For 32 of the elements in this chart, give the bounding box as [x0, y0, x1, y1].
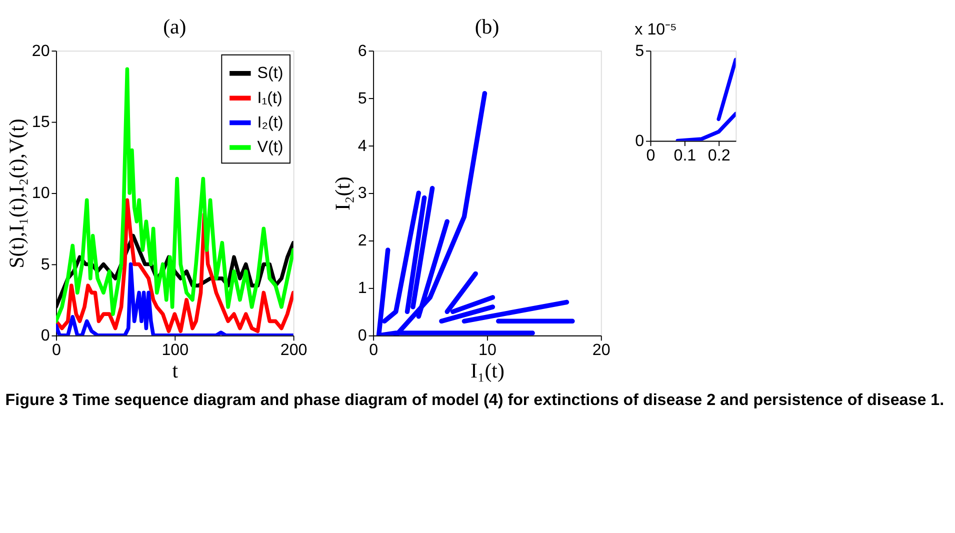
y-tick-label: 3	[358, 184, 367, 202]
y-tick-label: 0	[358, 326, 367, 345]
x-tick-label: 0.2	[708, 146, 730, 164]
x-tick-label: 100	[162, 340, 189, 359]
x-axis-title: t	[172, 358, 178, 383]
chart-title: (a)	[163, 14, 186, 39]
y-tick-label: 1	[358, 279, 367, 298]
y-tick-label: 20	[32, 42, 50, 60]
x-tick-label: 10	[478, 340, 496, 359]
chart-title: (b)	[474, 14, 500, 39]
legend-label: S(t)	[257, 64, 284, 82]
caption: Figure 3 Time sequence diagram and phase diagram of model (4) for extinctions of disease 2 and persistence of disease 1.	[5, 391, 944, 410]
y-tick-label: 4	[358, 136, 367, 155]
text: x 10⁻⁵	[634, 20, 677, 38]
y-tick-label: 15	[32, 113, 50, 132]
y-axis-title: S(t),I₁(t),I₂(t),V(t)	[4, 118, 28, 268]
x-tick-label: 20	[592, 340, 610, 359]
x-tick-label: 0	[369, 340, 378, 359]
x-axis-title: I₁(t)	[470, 358, 504, 383]
y-axis-title: I₂(t)	[330, 176, 354, 210]
legend-label: I₁(t)	[257, 88, 282, 107]
x-tick-label: 0.1	[674, 146, 696, 164]
y-tick-label: 10	[32, 184, 50, 202]
y-tick-label: 5	[40, 255, 50, 274]
y-tick-label: 6	[358, 42, 367, 60]
y-tick-label: 5	[358, 89, 367, 108]
x-tick-label: 200	[280, 340, 308, 359]
legend-label: I₂(t)	[257, 114, 284, 132]
y-tick-label: 2	[358, 232, 367, 250]
legend-label: V(t)	[257, 138, 284, 156]
y-tick-label: 0	[40, 326, 50, 345]
y-tick-label: 5	[635, 42, 644, 60]
